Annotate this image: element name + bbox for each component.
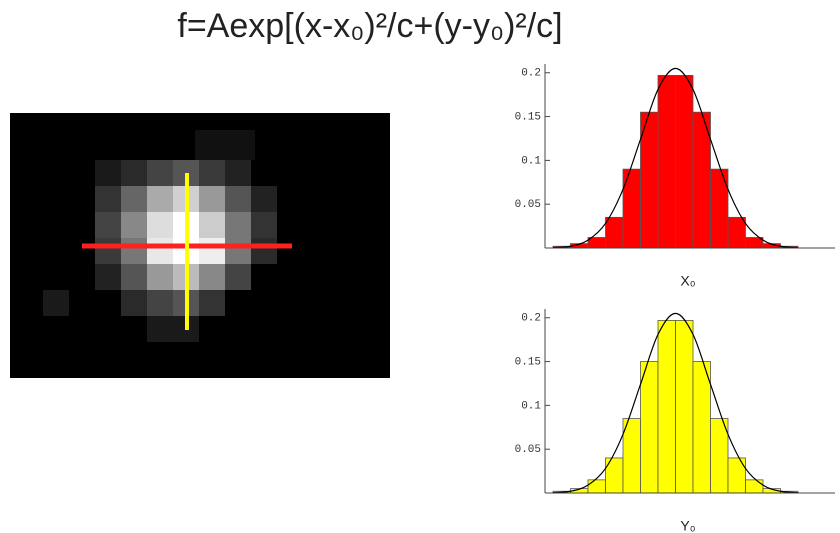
- spot-image: [10, 113, 390, 378]
- figure: f=Aexp[(x-x₀)²/c+(y-y₀)²/c]: [0, 0, 840, 533]
- bar: [746, 237, 764, 248]
- formula: f=Aexp[(x-x₀)²/c+(y-y₀)²/c]: [177, 7, 562, 45]
- bar: [728, 458, 746, 493]
- bar: [606, 217, 624, 248]
- bar: [588, 480, 606, 493]
- bar: [728, 217, 746, 248]
- y-tick-label: 0.2: [521, 313, 541, 325]
- y-tick-label: 0.05: [515, 199, 541, 211]
- bar: [606, 458, 624, 493]
- bar: [711, 419, 729, 493]
- bar: [693, 362, 711, 493]
- y-tick-label: 0.1: [521, 155, 541, 167]
- bar: [746, 480, 764, 493]
- bar: [658, 75, 676, 248]
- y-tick-label: 0.05: [515, 444, 541, 456]
- y-tick-label: 0.15: [515, 111, 541, 123]
- bar: [641, 362, 659, 493]
- y-tick-label: 0.15: [515, 356, 541, 368]
- y-tick-label: 0.1: [521, 400, 541, 412]
- x-axis-label: Y₀: [680, 518, 695, 533]
- bar: [623, 419, 641, 493]
- bar: [588, 237, 606, 248]
- bar: [658, 320, 676, 493]
- x-axis-label: X₀: [680, 273, 695, 289]
- bar: [676, 320, 694, 493]
- bar: [676, 75, 694, 248]
- y-tick-label: 0.2: [521, 68, 541, 80]
